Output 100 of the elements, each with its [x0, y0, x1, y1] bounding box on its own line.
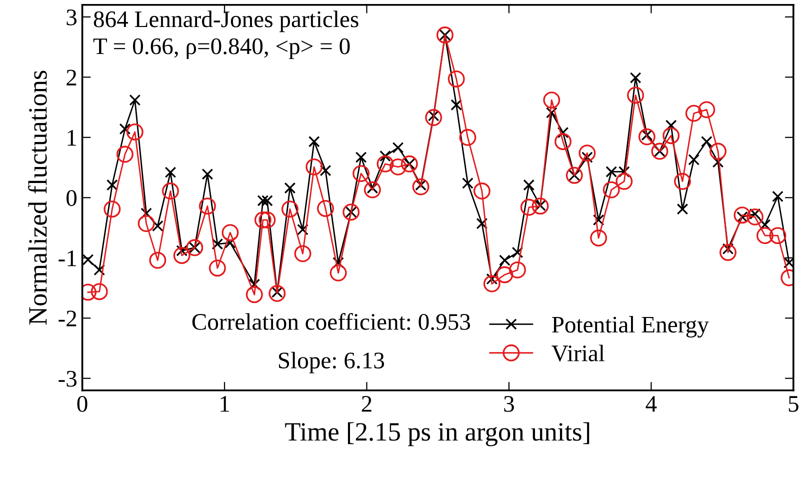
point: [258, 211, 276, 228]
point: [532, 198, 549, 215]
point: [162, 182, 179, 200]
point: [720, 244, 736, 261]
point: [90, 283, 108, 300]
point: [578, 144, 596, 162]
point: [198, 198, 216, 215]
point: [566, 166, 583, 184]
point: [94, 264, 106, 276]
x-tick-label: 2: [362, 396, 372, 412]
point: [376, 155, 394, 172]
point: [698, 101, 716, 118]
point: [592, 214, 604, 226]
y-tick-label: 0: [66, 190, 77, 206]
point: [425, 109, 442, 126]
y-axis-title: Normalized fluctuations: [28, 70, 47, 325]
point: [152, 220, 164, 232]
point: [317, 200, 334, 217]
x-tick-label: 3: [504, 396, 514, 412]
point: [557, 126, 569, 138]
point: [509, 261, 526, 278]
point: [769, 227, 786, 244]
point: [712, 156, 724, 168]
point: [222, 224, 239, 242]
point: [332, 257, 344, 268]
point: [149, 252, 166, 269]
point: [520, 198, 538, 216]
point: [473, 182, 490, 200]
point: [306, 158, 323, 176]
point: [140, 208, 152, 219]
point: [138, 215, 155, 232]
point: [674, 172, 691, 190]
point: [119, 123, 131, 135]
point: [281, 200, 298, 218]
point: [320, 164, 332, 176]
x-tick-label: 4: [646, 396, 657, 412]
point: [523, 179, 535, 191]
point: [392, 142, 404, 154]
point: [662, 127, 680, 144]
point: [246, 286, 263, 304]
point: [685, 104, 702, 122]
point: [294, 245, 312, 262]
point: [284, 182, 296, 194]
point: [496, 266, 514, 284]
point: [746, 208, 764, 226]
point: [448, 70, 465, 88]
annotation: T = 0.66, ρ=0.840, <p> = 0: [93, 38, 350, 60]
point: [462, 177, 474, 189]
y-tick-label: -1: [58, 250, 76, 266]
point: [543, 92, 560, 109]
point: [554, 133, 572, 150]
legend-label: Virial: [552, 344, 605, 362]
point: [257, 194, 269, 206]
point: [627, 86, 644, 104]
y-tick-label: 1: [68, 130, 76, 146]
point: [412, 178, 430, 196]
point: [261, 194, 273, 206]
point: [499, 254, 510, 266]
point: [342, 204, 360, 221]
point: [616, 172, 633, 190]
point: [665, 120, 677, 132]
point: [512, 246, 524, 258]
point: [186, 239, 204, 256]
point: [590, 230, 608, 246]
point: [104, 200, 121, 218]
point: [390, 158, 407, 176]
point: [756, 227, 774, 244]
point: [783, 257, 794, 268]
point: [710, 142, 727, 160]
point: [436, 26, 454, 44]
x-tick-label: 0: [77, 396, 88, 412]
y-tick-label: -3: [58, 370, 77, 387]
point: [355, 152, 367, 163]
y-tick-label: -2: [58, 310, 76, 326]
point: [400, 155, 418, 172]
point: [297, 224, 308, 236]
point: [772, 190, 784, 202]
point: [116, 146, 134, 163]
point: [734, 206, 751, 224]
point: [651, 142, 668, 160]
point: [676, 203, 688, 215]
point: [638, 128, 656, 146]
point: [126, 124, 144, 140]
annotation: 864 Lennard-Jones particles: [94, 10, 358, 32]
point: [308, 136, 320, 148]
point: [602, 181, 620, 198]
x-tick-label: 1: [220, 396, 230, 412]
point: [352, 165, 370, 182]
y-tick-label: 3: [66, 9, 77, 26]
point: [268, 284, 286, 302]
point: [106, 179, 118, 191]
annotation: Correlation coefficient: 0.953: [192, 313, 470, 330]
point: [630, 72, 642, 84]
legend-label: Potential Energy: [552, 316, 709, 338]
point: [459, 128, 476, 146]
point: [173, 246, 190, 264]
annotation: Slope: 6.13: [278, 352, 384, 374]
point: [688, 154, 700, 166]
point: [129, 94, 141, 106]
point: [759, 219, 771, 230]
